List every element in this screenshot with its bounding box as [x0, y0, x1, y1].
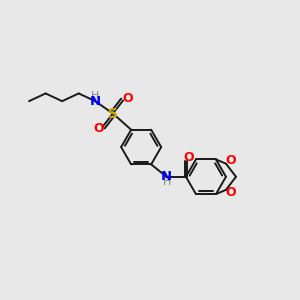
- Text: H: H: [163, 177, 171, 187]
- Text: O: O: [226, 154, 236, 167]
- Text: N: N: [89, 95, 100, 108]
- Text: O: O: [226, 186, 236, 199]
- Text: O: O: [93, 122, 104, 135]
- Text: H: H: [91, 91, 99, 101]
- Text: O: O: [184, 151, 194, 164]
- Text: S: S: [108, 106, 118, 121]
- Text: O: O: [122, 92, 133, 105]
- Text: N: N: [161, 170, 172, 183]
